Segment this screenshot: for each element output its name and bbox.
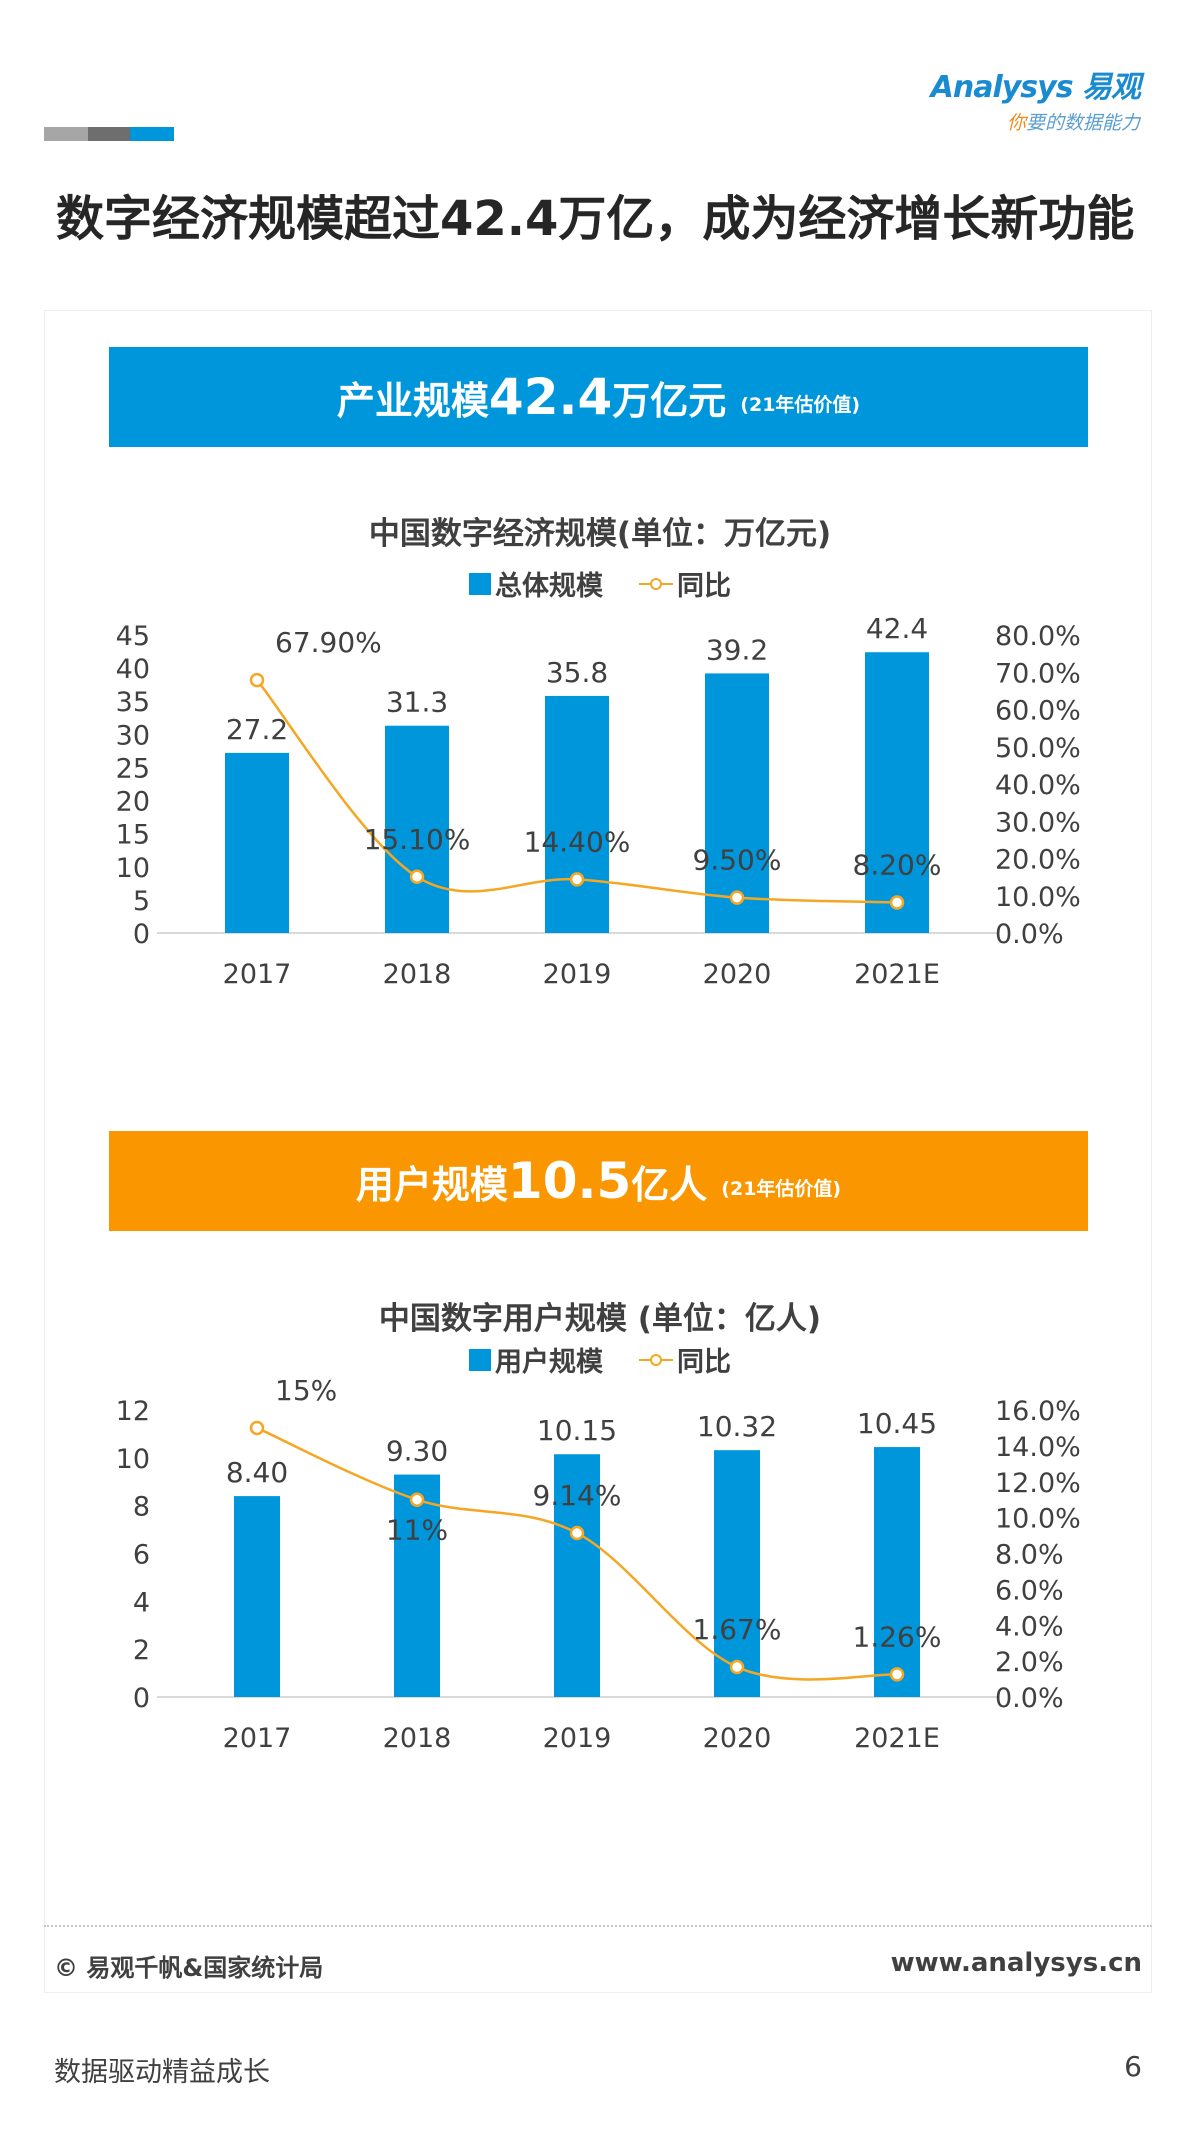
legend-item-line: 同比 bbox=[639, 564, 731, 603]
page-number: 6 bbox=[1124, 2050, 1142, 2083]
banner-label: 用户规模 bbox=[355, 1162, 508, 1207]
logo-text: Analysys 易观 bbox=[930, 70, 1141, 105]
marker-bar-blue bbox=[130, 127, 174, 141]
chart2-legend: 用户规模 同比 bbox=[0, 1340, 1200, 1379]
banner-unit: 亿人 bbox=[631, 1162, 708, 1207]
legend-label: 用户规模 bbox=[495, 1347, 603, 1378]
section-marker-bars bbox=[44, 127, 174, 141]
banner-label: 产业规模 bbox=[336, 378, 489, 423]
source-text: © 易观千帆&国家统计局 bbox=[54, 1954, 324, 1982]
legend-line-marker-icon bbox=[639, 577, 673, 590]
banner-value: 10.5 bbox=[507, 1152, 632, 1210]
website-link[interactable]: www.analysys.cn bbox=[890, 1948, 1142, 1978]
footer-tagline: 数据驱动精益成长 bbox=[54, 2057, 270, 2088]
marker-bar-light bbox=[44, 127, 88, 141]
analysys-logo: Analysys 易观 你要的数据能力 bbox=[930, 62, 1141, 135]
footer-divider bbox=[44, 1925, 1152, 1927]
banner-note: (21年估价值) bbox=[721, 1177, 842, 1200]
legend-label: 同比 bbox=[677, 571, 731, 602]
logo-slogan-rest: 要的数据能力 bbox=[1025, 112, 1140, 134]
legend-bar-swatch bbox=[469, 572, 491, 595]
industry-scale-banner: 产业规模 42.4 万亿元 (21年估价值) bbox=[109, 347, 1088, 447]
legend-bar-swatch bbox=[469, 1348, 491, 1371]
legend-item-bar: 用户规模 bbox=[469, 1340, 603, 1379]
chart1-legend: 总体规模 同比 bbox=[0, 564, 1200, 603]
content-card bbox=[44, 310, 1152, 1993]
marker-bar-dark bbox=[88, 127, 130, 141]
legend-line-marker-icon bbox=[639, 1353, 673, 1366]
logo-slogan-first: 你 bbox=[1006, 112, 1026, 134]
user-scale-banner: 用户规模 10.5 亿人 (21年估价值) bbox=[109, 1131, 1088, 1231]
legend-item-bar: 总体规模 bbox=[469, 564, 603, 603]
chart1-title: 中国数字经济规模(单位：万亿元) bbox=[368, 516, 832, 552]
banner-unit: 万亿元 bbox=[612, 378, 727, 423]
chart2-title: 中国数字用户规模 (单位：亿人) bbox=[378, 1301, 822, 1337]
legend-label: 同比 bbox=[677, 1347, 731, 1378]
logo-slogan: 你要的数据能力 bbox=[931, 108, 1140, 135]
banner-value: 42.4 bbox=[488, 368, 613, 426]
page-title: 数字经济规模超过42.4万亿，成为经济增长新功能 bbox=[56, 191, 1135, 247]
legend-label: 总体规模 bbox=[495, 571, 603, 602]
legend-item-line: 同比 bbox=[639, 1340, 731, 1379]
banner-note: (21年估价值) bbox=[740, 393, 861, 416]
